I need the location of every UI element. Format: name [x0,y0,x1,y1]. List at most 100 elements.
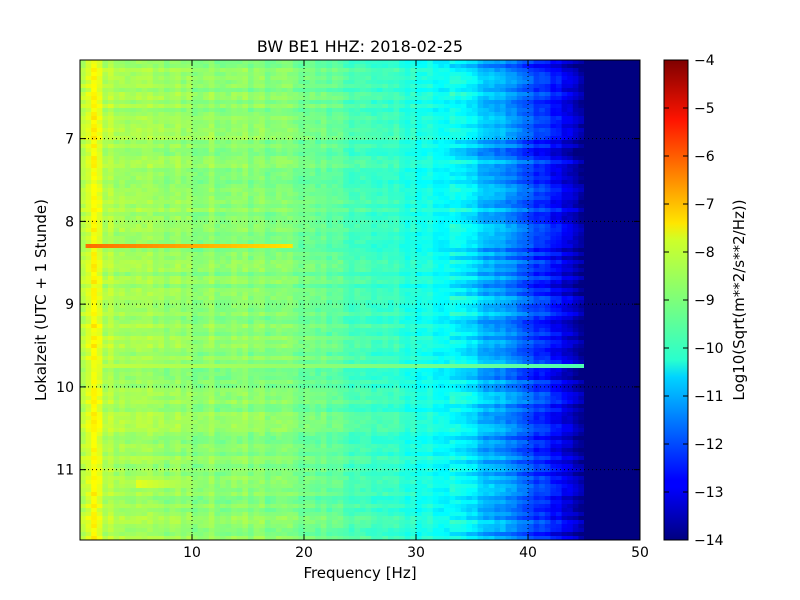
heatmap-cell [388,224,395,229]
heatmap-cell [360,188,367,193]
heatmap-cell [388,180,395,185]
heatmap-cell [410,116,417,121]
heatmap-cell [511,164,518,169]
heatmap-cell [102,156,109,161]
heatmap-cell [96,140,103,145]
heatmap-cell [203,192,210,197]
heatmap-cell [192,248,199,253]
heatmap-cell [298,108,305,113]
heatmap-cell [544,232,551,237]
heatmap-cell [337,212,344,217]
heatmap-cell [259,184,266,189]
heatmap-cell [567,208,574,213]
heatmap-cell [136,100,143,105]
heatmap-cell [410,156,417,161]
heatmap-cell [102,184,109,189]
heatmap-cell [388,192,395,197]
heatmap-cell [360,220,367,225]
heatmap-cell [388,128,395,133]
heatmap-cell [376,160,383,165]
heatmap-cell [141,236,148,241]
heatmap-cell [376,64,383,69]
heatmap-cell [544,68,551,73]
heatmap-cell [287,208,294,213]
heatmap-cell [96,132,103,137]
heatmap-cell [91,168,98,173]
heatmap-cell [393,176,400,181]
heatmap-cell [432,80,439,85]
heatmap-cell [124,244,131,249]
heatmap-cell [124,172,131,177]
heatmap-cell [91,136,98,141]
heatmap-cell [360,96,367,101]
heatmap-cell [281,72,288,77]
heatmap-cell [320,164,327,169]
heatmap-cell [360,140,367,145]
heatmap-cell [259,132,266,137]
heatmap-cell [276,180,283,185]
heatmap-cell [343,84,350,89]
heatmap-cell [136,92,143,97]
heatmap-cell [348,152,355,157]
heatmap-cell [96,220,103,225]
heatmap-cell [214,244,221,249]
heatmap-cell [623,228,630,233]
heatmap-cell [539,112,546,117]
heatmap-cell [494,156,501,161]
heatmap-cell [567,236,574,241]
heatmap-cell [455,220,462,225]
heatmap-cell [388,64,395,69]
heatmap-cell [589,132,596,137]
heatmap-cell [264,184,271,189]
heatmap-cell [528,196,535,201]
heatmap-cell [567,220,574,225]
heatmap-cell [500,192,507,197]
heatmap-cell [617,208,624,213]
heatmap-cell [488,124,495,129]
heatmap-cell [494,112,501,117]
heatmap-cell [192,100,199,105]
heatmap-cell [466,180,473,185]
heatmap-cell [298,140,305,145]
heatmap-cell [561,160,568,165]
heatmap-cell [264,80,271,85]
heatmap-cell [516,164,523,169]
heatmap-cell [164,76,171,81]
heatmap-cell [522,152,529,157]
heatmap-cell [175,124,182,129]
heatmap-cell [460,108,467,113]
heatmap-cell [477,200,484,205]
heatmap-cell [432,196,439,201]
heatmap-cell [236,132,243,137]
heatmap-cell [158,88,165,93]
heatmap-cell [360,172,367,177]
heatmap-cell [634,152,640,157]
heatmap-cell [169,184,176,189]
heatmap-cell [606,252,613,257]
heatmap-cell [528,156,535,161]
heatmap-cell [505,108,512,113]
heatmap-cell [197,156,204,161]
heatmap-cell [539,72,546,77]
heatmap-cell [152,124,159,129]
heatmap-cell [298,124,305,129]
heatmap-cell [337,220,344,225]
heatmap-cell [376,184,383,189]
heatmap-cell [371,188,378,193]
heatmap-cell [304,120,311,125]
heatmap-cell [606,116,613,121]
heatmap-cell [119,68,126,73]
heatmap-cell [214,152,221,157]
heatmap-cell [85,88,92,93]
heatmap-cell [242,176,249,181]
heatmap-cell [522,212,529,217]
heatmap-cell [606,84,613,89]
heatmap-cell [113,224,120,229]
heatmap-cell [623,160,630,165]
heatmap-cell [91,228,98,233]
heatmap-cell [152,156,159,161]
heatmap-cell [197,144,204,149]
heatmap-cell [432,76,439,81]
heatmap-cell [528,168,535,173]
heatmap-cell [169,68,176,73]
